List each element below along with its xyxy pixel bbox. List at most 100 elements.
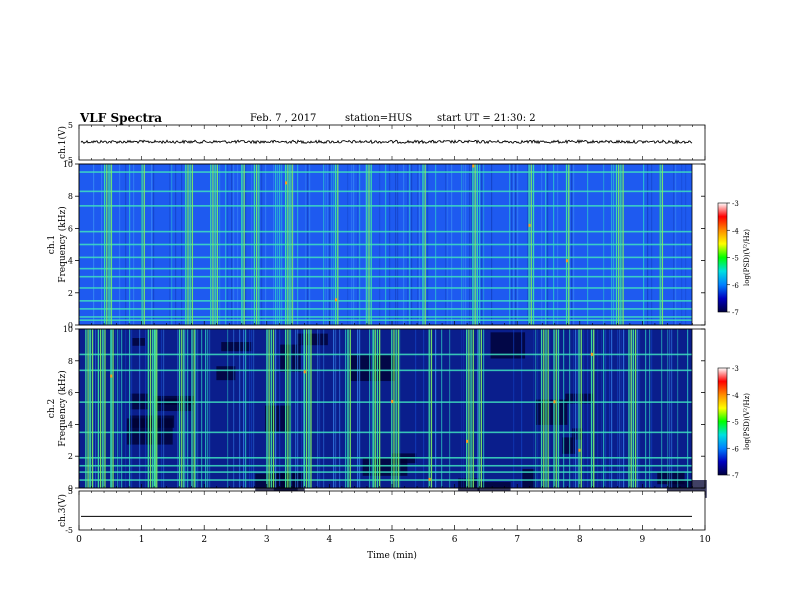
x-axis-tick-label: 9 [640,535,646,545]
ch2-spectrogram-burst [632,329,635,488]
ch1-spectrogram-band [79,267,692,270]
ch2-spectrogram-burst [393,329,395,488]
ch2-spectrogram-column [115,329,117,488]
ch2-spectrogram-column [463,329,465,488]
ch2-spectrogram-burst [480,329,483,488]
ch2-spectrogram-column [309,329,311,488]
ch1-spectrogram-burst [284,164,287,325]
ch2-spectrogram-column [131,329,133,488]
ch2-spectrogram-column [249,329,251,488]
ch1-frame [78,124,706,161]
ch2-spectrogram-column [661,329,663,488]
ch1-spectrogram-burst [568,164,570,325]
ch2-spectrogram-burst [85,329,87,488]
ch2-spectrogram-column [601,329,603,488]
ch2-spectrogram-column [253,329,255,488]
ch2-spectrogram-column [243,329,245,488]
ch2-spectrogram-column [139,329,141,488]
ch2-spectrogram-column [227,329,229,488]
ch2-spectrogram-burst [181,329,183,488]
ch2-spectrogram-burst [193,329,195,488]
ch2-spectrogram-ytick-label: 0 [68,484,73,493]
ch1-spectrogram-burst [565,164,568,325]
ch2-spectrogram-burst [397,329,400,488]
ch2-spectrogram-burst [191,329,193,488]
ch1-spectrogram-burst [253,164,256,325]
ch2-spectrogram-column [435,329,437,488]
ch2-spectrogram-ylabel: Frequency (kHz) [57,370,68,447]
ch2-spectrogram-column [587,329,589,488]
ch2-spectrogram-burst [468,329,470,488]
ch2-spectrogram-column [423,329,425,488]
ch1-spectrogram-burst [289,164,291,325]
ch1-spectrogram-band [79,308,692,310]
ch2-spectrogram-burst [110,329,112,488]
ch2-spectrogram-column [467,329,469,488]
ch1-spectrogram-burst [258,164,260,325]
colorbar-gradient [717,367,728,476]
ch2-spectrogram-column [617,329,619,488]
ch2-spectrogram-column [195,329,197,488]
ch1-spectrogram-band [79,243,692,246]
ch1-spectrogram-burst [110,164,112,325]
ch2-spectrogram-hot-pixel [391,399,394,403]
ch2-spectrogram-band [79,464,692,467]
ch2-spectrogram-column [161,329,163,488]
ch1-spectrogram: 0 2 4 6 8 10 ch.1 Frequency (kHz) [47,160,706,330]
ch2-spectrogram-column [317,329,319,488]
ch1-spectrogram-band [79,319,692,321]
ch2-spectrogram-burst [178,329,181,488]
ch2-spectrogram-burst [590,329,593,488]
ch1-spectrogram-burst [661,164,664,325]
ch2-spectrogram-burst [372,329,374,488]
ch2-spectrogram-column [205,329,207,488]
ch2-spectrogram-column [359,329,361,488]
colorbar-label: log(PSD)(V²/Hz) [743,229,751,286]
ch1-spectrogram-burst [530,164,532,325]
ch2-spectrogram-column [649,329,651,488]
ch1-spectrogram-ylabel: ch.1 [47,235,57,254]
ch2-spectrogram-burst [540,329,543,488]
ch2-spectrogram: 0 2 4 6 8 10 ch.2 Frequency (kHz) [47,325,707,506]
ch2-spectrogram-column [603,329,605,488]
x-axis-tick-label: 8 [577,535,583,545]
colorbar-tick-label: -6 [732,282,739,290]
ch2-spectrogram-burst [308,329,310,488]
ch1-spectrogram-burst [143,164,145,325]
ch2-spectrogram-column [513,329,515,488]
ch2-spectrogram-column [297,329,299,488]
ch2-spectrogram-burst [628,329,630,488]
ch2-spectrogram-ylabel: ch.2 [47,399,57,418]
ch2-spectrogram-burst [272,329,275,488]
ch2-spectrogram-burst [593,329,595,488]
ch2-spectrogram-column [125,329,127,488]
ch1-spectrogram-ytick-label: 2 [68,289,73,298]
ch1-spectrogram-burst [368,164,370,325]
ch2-spectrogram-column [129,329,131,488]
ch2-spectrogram-ytick-label: 4 [68,420,73,429]
ch2-spectrogram-column [357,329,359,488]
ch2-spectrogram-column [521,329,523,488]
ch1-spectrogram-burst [476,164,478,325]
ch2-spectrogram-burst [266,329,268,488]
ch2-spectrogram-dark-patch [522,469,535,489]
ch1-spectrogram-burst [337,164,339,325]
ch2-spectrogram-dark-patch [296,333,328,346]
ch2-spectrogram-column [461,329,463,488]
ch1-spectrogram-burst [187,164,189,325]
ch1-spectrogram-burst [241,164,243,325]
ch2-spectrogram-column [301,329,303,488]
ch2-spectrogram-column [583,329,585,488]
ch1-spectrogram-burst [210,164,212,325]
colorbar-tick-label: -5 [732,255,739,263]
start-time-label: start UT = 21:30: 2 [437,113,536,124]
ch2-spectrogram-band [79,479,692,481]
ch2-spectrogram-burst [553,329,555,488]
ch2-spectrogram-column [319,329,321,488]
ch1-spectrogram-burst [141,164,143,325]
x-axis-tick-label: 2 [201,535,207,545]
colorbar-tick-label: -3 [732,365,739,373]
ch1-spectrogram-band [79,190,692,193]
